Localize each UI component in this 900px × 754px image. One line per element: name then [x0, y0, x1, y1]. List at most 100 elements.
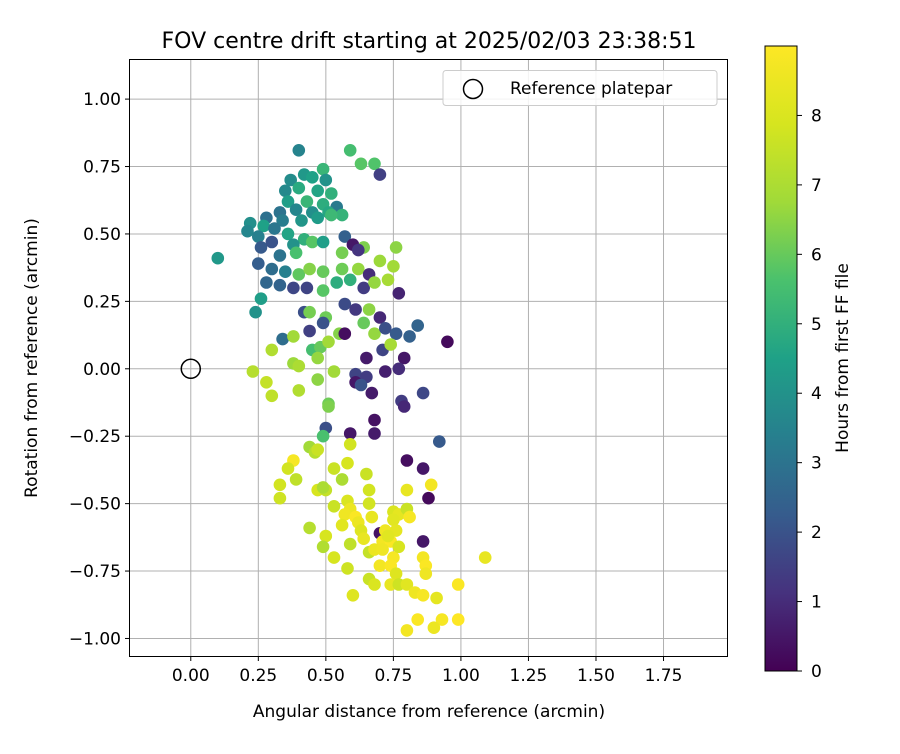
data-point [373, 168, 387, 181]
data-point [478, 551, 492, 564]
data-point [343, 438, 357, 451]
data-point [430, 591, 443, 605]
data-point [403, 330, 416, 343]
data-point [416, 386, 430, 400]
data-point [427, 621, 441, 634]
data-point [360, 351, 373, 365]
data-point [354, 157, 368, 171]
data-point [357, 532, 371, 545]
data-point [303, 262, 316, 276]
data-point [357, 316, 371, 330]
data-point [341, 562, 354, 575]
data-point [300, 195, 314, 208]
data-point [287, 330, 300, 343]
data-point [254, 292, 268, 306]
data-point [287, 281, 300, 295]
data-point [303, 324, 316, 338]
data-point [251, 257, 265, 270]
data-point [392, 540, 406, 554]
legend-label-reference-platepar: Reference platepar [510, 79, 672, 99]
data-point [400, 624, 414, 637]
data-point [338, 297, 352, 311]
data-point [289, 473, 303, 486]
x-axis-ticks: 0.00 0.25 0.50 0.75 1.00 1.25 1.50 1.75 [172, 656, 682, 686]
data-point [319, 529, 333, 543]
data-point [260, 276, 273, 289]
data-point [325, 187, 338, 200]
data-point [311, 443, 325, 457]
data-point [316, 481, 330, 494]
data-point [306, 235, 319, 249]
data-point [400, 483, 414, 497]
data-point [257, 219, 271, 233]
y-tick-label: 1.00 [83, 90, 121, 110]
data-point [276, 214, 289, 227]
data-point [373, 311, 387, 324]
data-point [273, 249, 287, 262]
data-point [311, 351, 325, 365]
data-point [343, 537, 357, 551]
data-point [341, 456, 354, 470]
data-point [311, 373, 325, 386]
data-point [411, 319, 425, 332]
data-point [384, 338, 398, 351]
data-point [276, 332, 289, 346]
data-point [416, 535, 430, 548]
colorbar-tick-label: 7 [811, 176, 822, 196]
y-tick-label: −1.00 [69, 629, 121, 649]
data-point [273, 491, 287, 505]
data-point [416, 462, 430, 475]
data-point [327, 551, 341, 564]
data-point [365, 386, 379, 400]
data-point [389, 567, 403, 580]
data-point [362, 303, 376, 316]
data-point [327, 365, 341, 378]
data-point [254, 241, 268, 254]
legend: Reference platepar [442, 70, 718, 106]
data-point [365, 510, 379, 524]
data-point [416, 589, 430, 602]
data-point [368, 327, 381, 341]
colorbar-tick-label: 2 [811, 523, 822, 543]
data-point [327, 500, 341, 513]
data-point [292, 144, 306, 157]
data-point [362, 497, 376, 510]
data-point [281, 227, 295, 241]
data-point [403, 510, 416, 524]
data-point [289, 203, 303, 216]
data-point [335, 208, 349, 222]
data-point [211, 251, 225, 265]
data-point [424, 478, 438, 492]
data-point [368, 578, 381, 591]
data-point [273, 278, 287, 292]
x-tick-label: 0.25 [239, 666, 277, 686]
data-point [241, 224, 254, 238]
colorbar-tick-label: 5 [811, 315, 822, 335]
data-point [335, 473, 349, 486]
data-point [265, 343, 279, 357]
data-point [346, 589, 360, 602]
data-point [400, 578, 414, 591]
colorbar-label: Hours from first FF file [833, 263, 853, 453]
data-point [316, 540, 330, 554]
y-tick-label: −0.75 [69, 562, 121, 582]
data-point [330, 276, 344, 289]
data-point [292, 268, 306, 281]
data-point [360, 467, 373, 481]
data-point [392, 287, 406, 300]
data-point [387, 513, 400, 527]
x-axis-label: Angular distance from reference (arcmin) [253, 702, 605, 722]
data-point [316, 162, 330, 176]
data-point [292, 359, 306, 373]
data-point [265, 389, 279, 403]
data-point [311, 184, 325, 198]
data-point [265, 262, 279, 276]
data-point [411, 613, 425, 626]
data-point [338, 230, 352, 243]
data-point [316, 284, 330, 297]
data-point [354, 378, 368, 392]
data-point [246, 365, 260, 378]
legend-open-circle-icon [462, 78, 484, 100]
y-tick-label: 0.25 [83, 292, 121, 312]
